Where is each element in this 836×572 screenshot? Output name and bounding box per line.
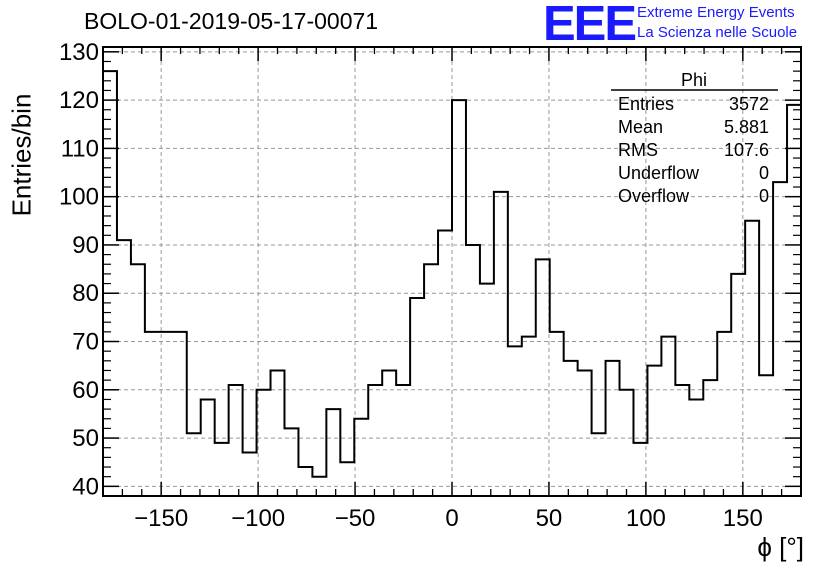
x-tick-label: −100: [231, 505, 285, 532]
y-tick-label: 40: [72, 473, 99, 500]
y-tick-label: 70: [72, 329, 99, 356]
y-tick-label: 60: [72, 377, 99, 404]
y-tick-label: 90: [72, 232, 99, 259]
x-tick-label: −50: [335, 505, 376, 532]
stats-value: 107.6: [724, 140, 769, 160]
y-tick-label: 120: [59, 87, 99, 114]
stats-label: RMS: [618, 140, 658, 160]
x-tick-label: 100: [626, 505, 666, 532]
y-tick-label: 130: [59, 39, 99, 66]
stats-label: Entries: [618, 94, 674, 114]
y-tick-label: 110: [61, 135, 99, 162]
chart-title: BOLO-01-2019-05-17-00071: [84, 8, 379, 34]
x-tick-label: 50: [536, 505, 563, 532]
histogram-series: [103, 70, 801, 478]
stats-box-name: Phi: [681, 70, 707, 90]
stats-value: 0: [759, 186, 769, 206]
stats-value: 0: [759, 163, 769, 183]
stats-label: Underflow: [618, 163, 700, 183]
stats-value: 3572: [729, 94, 769, 114]
stats-label: Overflow: [618, 186, 690, 206]
x-tick-label: −150: [134, 505, 188, 532]
stats-label: Mean: [618, 117, 663, 137]
logo-line-2: La Scienza nelle Scuole: [637, 24, 798, 41]
logo-line-1: Extreme Energy Events: [637, 4, 795, 21]
y-tick-label: 100: [59, 184, 99, 211]
y-tick-label: 50: [72, 425, 99, 452]
y-tick-label: 80: [72, 280, 99, 307]
eee-logo: EEE: [543, 0, 637, 51]
stats-value: 5.881: [724, 117, 769, 137]
x-axis-title: ϕ [°]: [757, 532, 804, 562]
x-tick-label: 150: [723, 505, 763, 532]
x-tick-label: 0: [445, 505, 458, 532]
